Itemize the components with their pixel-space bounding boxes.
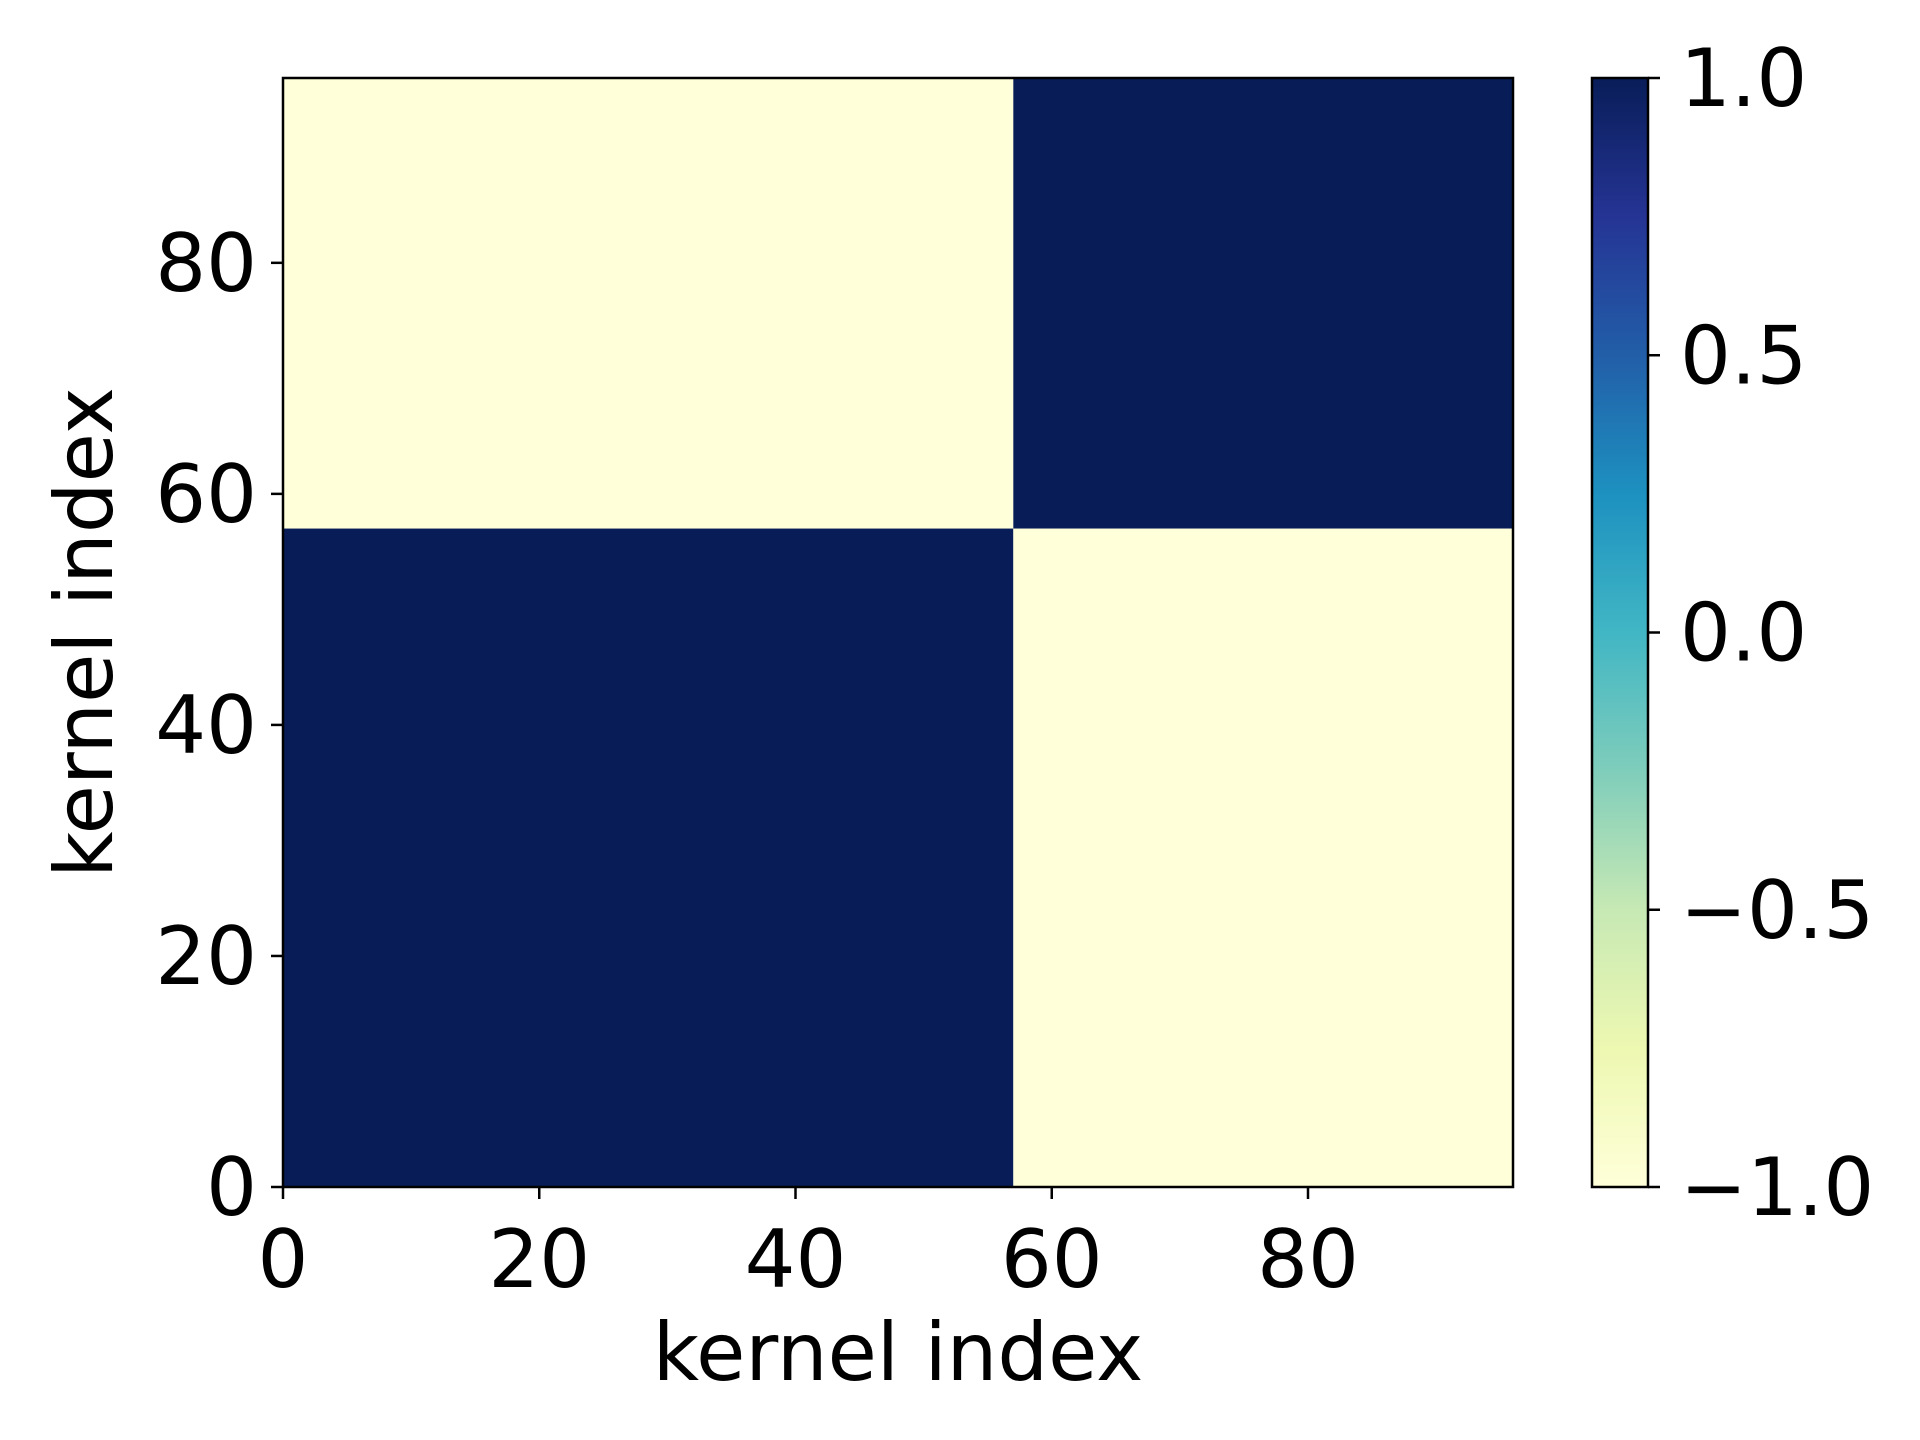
heatmap-cell-3 (1013, 78, 1513, 529)
heatmap-cell-2 (283, 78, 1014, 529)
x-axis: 0 20 40 60 80 (258, 1187, 1359, 1306)
plot-area (281, 76, 1515, 1189)
colorbar-tick-label: 0.5 (1680, 309, 1807, 402)
y-axis: 0 20 40 60 80 (155, 217, 283, 1234)
y-tick-label: 0 (206, 1141, 257, 1234)
x-tick-label: 20 (488, 1213, 590, 1306)
heatmap-cell-1 (1013, 528, 1513, 1187)
x-tick-label: 40 (745, 1213, 847, 1306)
x-tick-label: 0 (258, 1213, 309, 1306)
y-tick-label: 80 (155, 217, 257, 310)
colorbar-tick-label: 0.0 (1680, 587, 1807, 680)
y-axis-label: kernel index (38, 387, 131, 878)
x-tick-label: 80 (1257, 1213, 1359, 1306)
y-tick-label: 40 (155, 679, 257, 772)
x-axis-label: kernel index (653, 1306, 1144, 1399)
heatmap-cell-0 (283, 528, 1014, 1187)
x-tick-label: 60 (1001, 1213, 1103, 1306)
colorbar: 1.0 0.5 0.0 −0.5 −1.0 (1590, 32, 1874, 1234)
y-tick-label: 20 (155, 910, 257, 1003)
colorbar-tick-label: 1.0 (1680, 32, 1807, 125)
colorbar-gradient (1592, 78, 1648, 1187)
colorbar-tick-label: −0.5 (1680, 864, 1874, 957)
colorbar-tick-label: −1.0 (1680, 1141, 1874, 1234)
y-tick-label: 60 (155, 448, 257, 541)
plot-frame (281, 76, 1515, 1189)
